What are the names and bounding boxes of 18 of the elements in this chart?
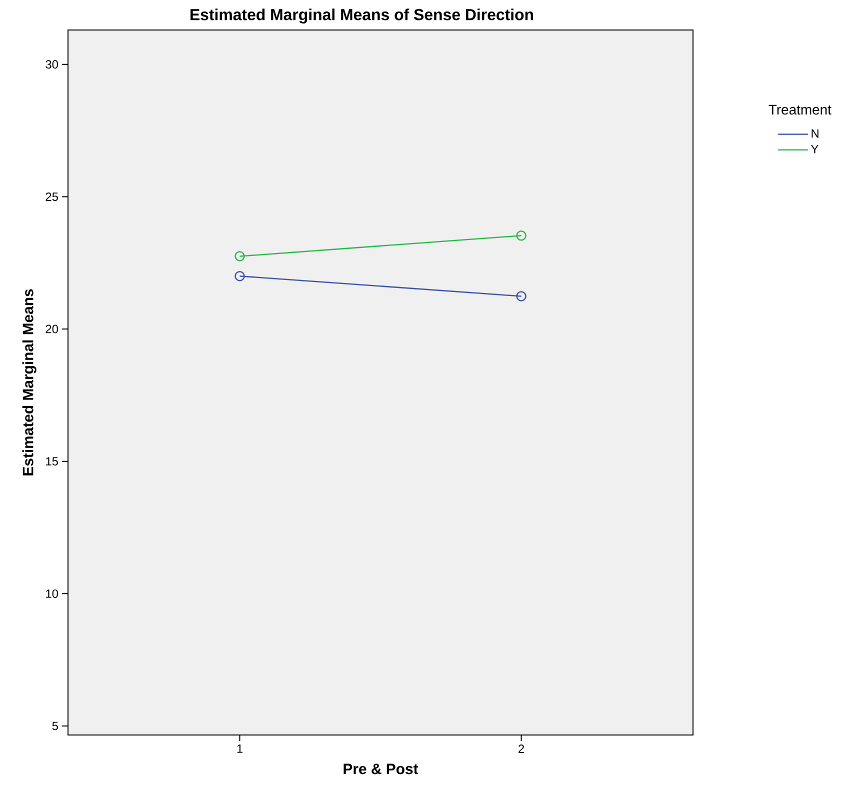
y-tick-label: 10 [46,589,58,598]
point [234,270,245,282]
point [234,251,245,262]
y-tick-label: 15 [46,457,58,466]
legend-label: Y [811,145,818,154]
y-tick-label: 30 [46,60,58,69]
point [516,291,526,302]
legend-title: Treatment [768,104,832,115]
y-tick-label: 25 [46,192,58,201]
point [516,230,526,241]
y-tick-label: 20 [46,324,58,334]
x-tick-label: 1 [237,744,242,753]
x-axis-title: Pre & Post [344,764,418,774]
y-tick-label: 5 [52,722,58,730]
y-axis-title: Estimated Marginal Means [22,289,36,476]
chart-title: Estimated Marginal Means of Sense Direction [190,8,534,24]
x-tick-label: 2 [518,744,524,753]
legend-label: N [812,129,818,138]
